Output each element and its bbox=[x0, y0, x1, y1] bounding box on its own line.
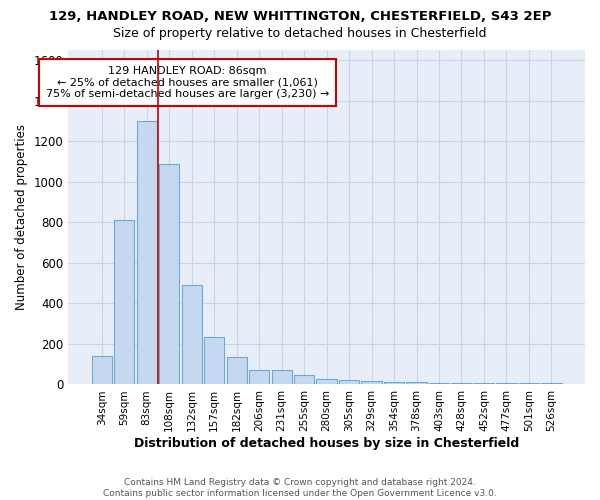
Bar bbox=[159, 164, 179, 384]
Text: Contains HM Land Registry data © Crown copyright and database right 2024.
Contai: Contains HM Land Registry data © Crown c… bbox=[103, 478, 497, 498]
Bar bbox=[227, 357, 247, 384]
Bar bbox=[384, 382, 404, 384]
Bar bbox=[137, 121, 157, 384]
Bar bbox=[272, 370, 292, 384]
Y-axis label: Number of detached properties: Number of detached properties bbox=[15, 124, 28, 310]
Bar bbox=[406, 382, 427, 384]
X-axis label: Distribution of detached houses by size in Chesterfield: Distribution of detached houses by size … bbox=[134, 437, 519, 450]
Bar bbox=[182, 285, 202, 384]
Bar bbox=[92, 356, 112, 384]
Bar bbox=[339, 380, 359, 384]
Text: 129, HANDLEY ROAD, NEW WHITTINGTON, CHESTERFIELD, S43 2EP: 129, HANDLEY ROAD, NEW WHITTINGTON, CHES… bbox=[49, 10, 551, 23]
Bar bbox=[204, 337, 224, 384]
Bar bbox=[249, 370, 269, 384]
Bar bbox=[361, 382, 382, 384]
Bar bbox=[294, 376, 314, 384]
Text: 129 HANDLEY ROAD: 86sqm
← 25% of detached houses are smaller (1,061)
75% of semi: 129 HANDLEY ROAD: 86sqm ← 25% of detache… bbox=[46, 66, 329, 99]
Bar bbox=[316, 380, 337, 384]
Bar bbox=[114, 220, 134, 384]
Text: Size of property relative to detached houses in Chesterfield: Size of property relative to detached ho… bbox=[113, 28, 487, 40]
